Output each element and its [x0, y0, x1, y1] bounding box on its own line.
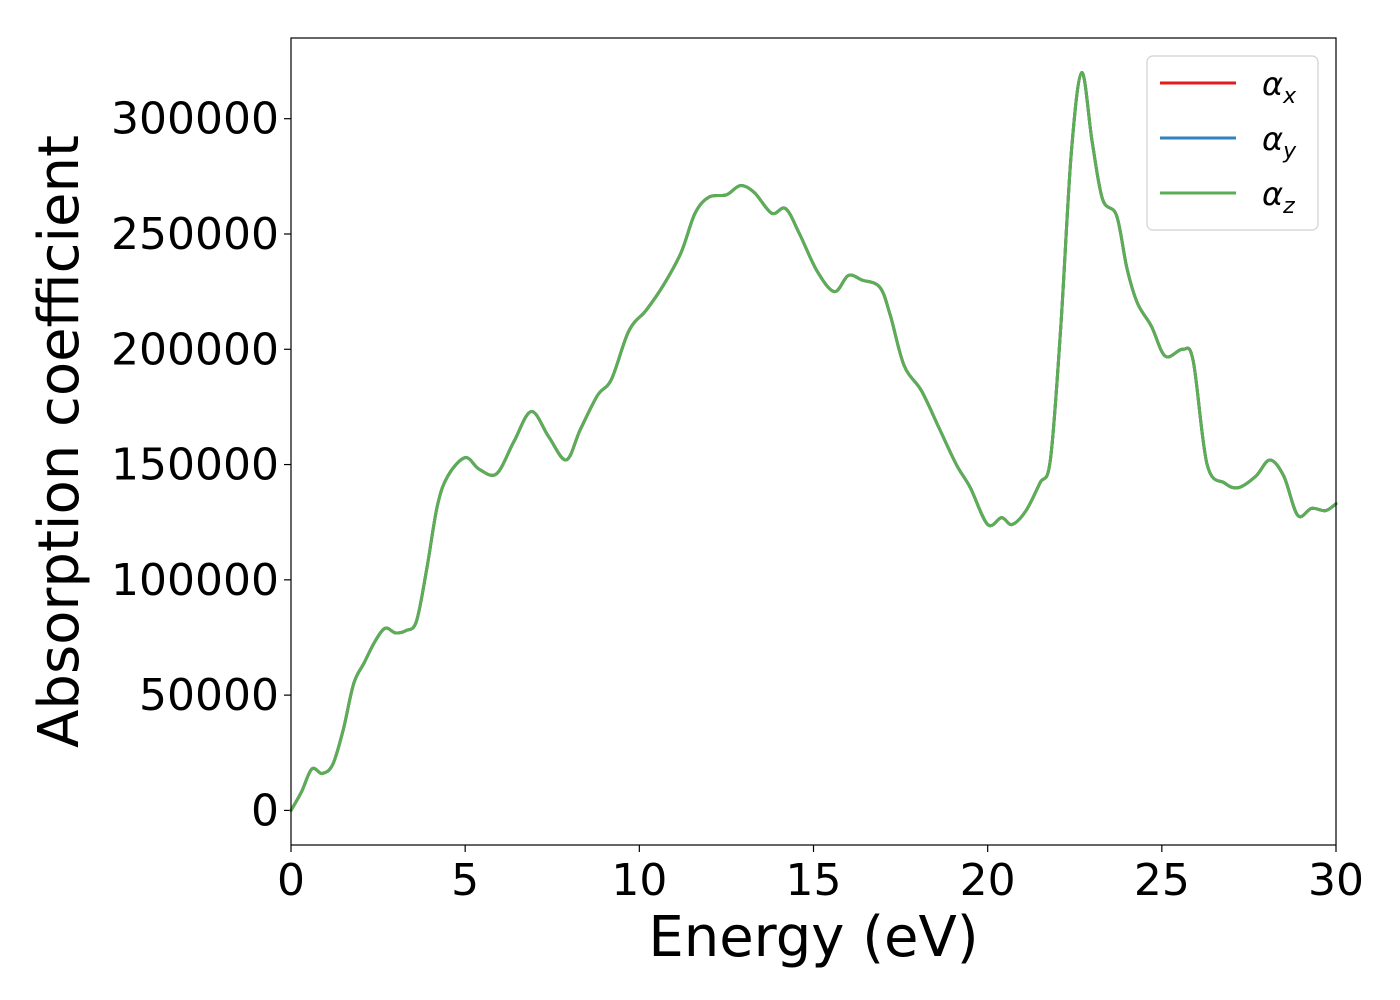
- y-tick-label: 300000: [111, 94, 279, 145]
- x-axis-ticks: 0 5 10 15 20 25 30: [277, 845, 1364, 906]
- y-tick-label: 250000: [111, 209, 279, 260]
- x-axis-title: Energy (eV): [648, 905, 978, 970]
- x-tick-label: 5: [451, 855, 479, 906]
- x-tick-label: 25: [1134, 855, 1190, 906]
- y-axis-ticks: 0 50000 100000 150000 200000 250000 300000: [111, 94, 291, 837]
- y-axis-title: Absorption coefficient: [27, 135, 92, 748]
- x-tick-label: 30: [1308, 855, 1364, 906]
- x-tick-label: 0: [277, 855, 305, 906]
- y-tick-label: 100000: [111, 555, 279, 606]
- x-tick-label: 10: [611, 855, 667, 906]
- y-tick-label: 200000: [111, 324, 279, 375]
- x-tick-label: 15: [786, 855, 842, 906]
- y-tick-label: 150000: [111, 440, 279, 491]
- x-tick-label: 20: [960, 855, 1016, 906]
- y-tick-label: 0: [251, 785, 279, 836]
- y-tick-label: 50000: [139, 670, 279, 721]
